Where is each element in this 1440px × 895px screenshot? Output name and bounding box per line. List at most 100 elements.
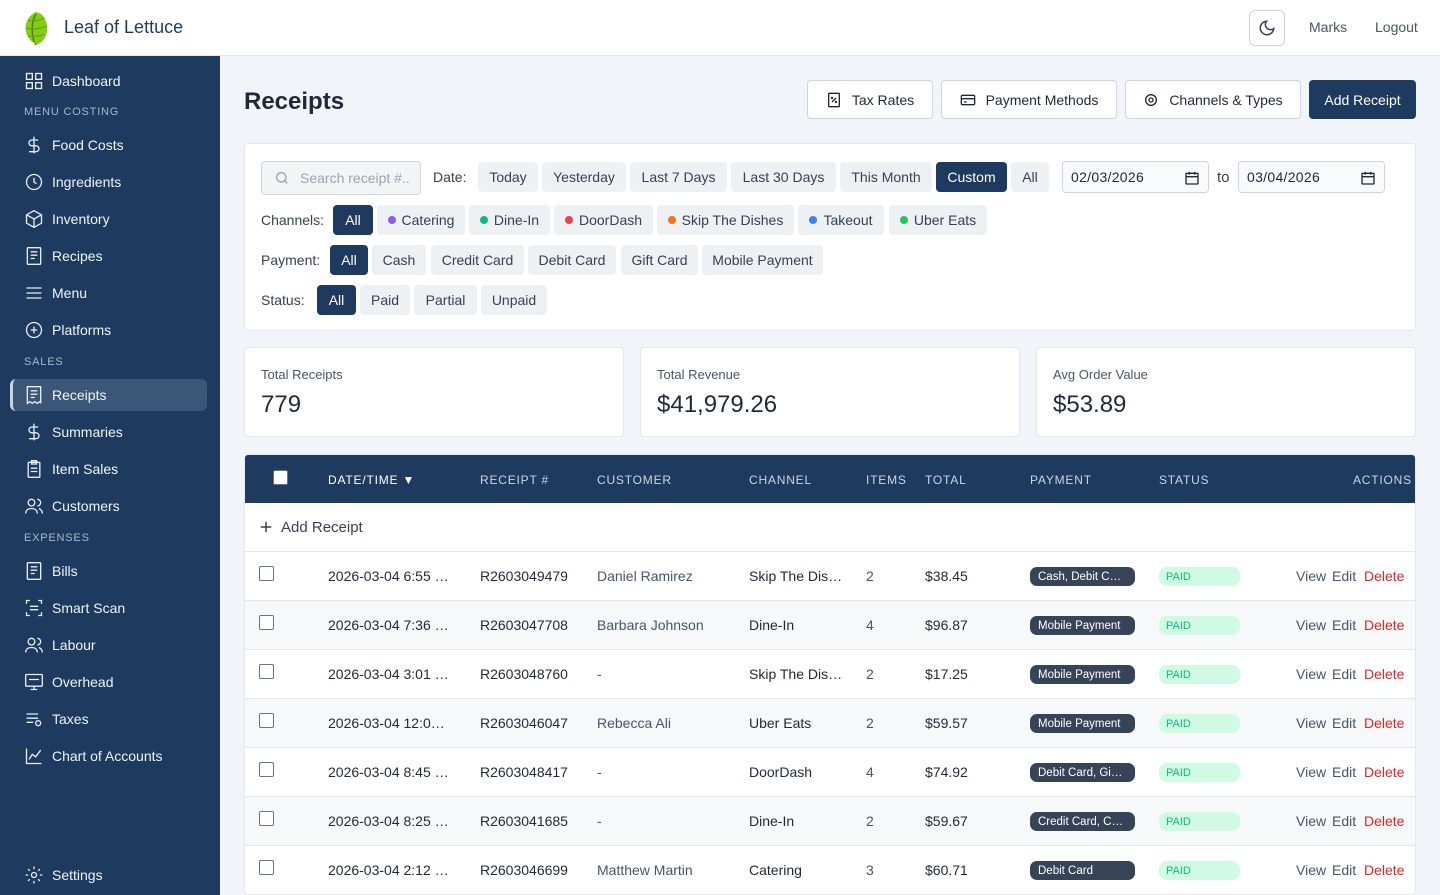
status-filter-unpaid[interactable]: Unpaid (481, 285, 547, 315)
row-checkbox[interactable] (259, 811, 274, 826)
sidebar-item-receipts[interactable]: Receipts (10, 379, 207, 411)
sidebar-item-bills[interactable]: Bills (10, 555, 207, 587)
view-link[interactable]: View (1296, 862, 1327, 878)
delete-link[interactable]: Delete (1364, 764, 1405, 780)
edit-link[interactable]: Edit (1332, 862, 1357, 878)
row-checkbox[interactable] (259, 615, 274, 630)
channel-filter-dine-in[interactable]: Dine-In (469, 205, 550, 235)
sidebar-item-dashboard[interactable]: Dashboard (10, 65, 207, 97)
sidebar-item-inventory[interactable]: Inventory (10, 203, 207, 235)
view-link[interactable]: View (1296, 715, 1327, 731)
channel-filter-uber-eats[interactable]: Uber Eats (889, 205, 987, 235)
sidebar-item-taxes[interactable]: Taxes (10, 703, 207, 735)
sidebar-item-chart-of-accounts[interactable]: Chart of Accounts (10, 740, 207, 772)
payment-filter-credit-card[interactable]: Credit Card (431, 245, 524, 275)
delete-link[interactable]: Delete (1364, 813, 1405, 829)
payment-filter-cash[interactable]: Cash (372, 245, 426, 275)
payment-filter-all[interactable]: All (330, 245, 368, 275)
row-checkbox[interactable] (259, 762, 274, 777)
select-all-checkbox[interactable] (273, 470, 288, 485)
channel-filter-takeout[interactable]: Takeout (798, 205, 884, 235)
delete-link[interactable]: Delete (1364, 715, 1405, 731)
channel-filter-doordash[interactable]: DoorDash (554, 205, 653, 235)
date-filter-this-month[interactable]: This Month (840, 162, 932, 192)
channels-types-button[interactable]: Channels & Types (1125, 80, 1301, 119)
sidebar-item-item-sales[interactable]: Item Sales (10, 453, 207, 485)
channel-filter-catering[interactable]: Catering (377, 205, 465, 235)
table-row[interactable]: 2026-03-04 8:45 … R2603048417 - DoorDash 4 $7… (245, 748, 1415, 797)
sidebar-item-smart-scan[interactable]: Smart Scan (10, 592, 207, 624)
view-link[interactable]: View (1296, 666, 1327, 682)
payment-filter-debit-card[interactable]: Debit Card (528, 245, 616, 275)
column-header-datetime[interactable]: DATE/TIME ▼ (328, 473, 416, 487)
delete-link[interactable]: Delete (1364, 862, 1405, 878)
table-row[interactable]: 2026-03-04 7:36 … R2603047708 Barbara John… (245, 601, 1415, 650)
payment-filter-mobile-payment[interactable]: Mobile Payment (702, 245, 823, 275)
table-row[interactable]: 2026-03-04 8:25 … R2603041685 - Dine-In 2 $59… (245, 797, 1415, 846)
sidebar-item-platforms[interactable]: Platforms (10, 314, 207, 346)
table-row[interactable]: 2026-03-04 3:01 … R2603048760 - Skip The Di… (245, 650, 1415, 699)
search-input[interactable]: Search receipt #... (261, 161, 421, 195)
view-link[interactable]: View (1296, 617, 1327, 633)
tax-rates-button[interactable]: Tax Rates (807, 80, 933, 119)
column-header-payment[interactable]: PAYMENT (1030, 473, 1092, 487)
delete-link[interactable]: Delete (1364, 666, 1405, 682)
edit-link[interactable]: Edit (1332, 568, 1357, 584)
table-row[interactable]: 2026-03-04 6:55 … R2603049479 Daniel Ramir… (245, 552, 1415, 601)
row-checkbox[interactable] (259, 860, 274, 875)
row-checkbox[interactable] (259, 713, 274, 728)
column-header-items[interactable]: ITEMS (866, 473, 907, 487)
sidebar-item-recipes[interactable]: Recipes (10, 240, 207, 272)
add-receipt-button[interactable]: Add Receipt (1309, 80, 1416, 119)
status-filter-paid[interactable]: Paid (360, 285, 410, 315)
sidebar-item-labour[interactable]: Labour (10, 629, 207, 661)
sidebar-item-menu[interactable]: Menu (10, 277, 207, 309)
payment-filter-gift-card[interactable]: Gift Card (621, 245, 698, 275)
table-row[interactable]: 2026-03-04 12:0… R2603046047 Rebecca Ali Ub… (245, 699, 1415, 748)
date-to-input[interactable]: 03/04/2026 (1238, 161, 1385, 193)
date-filter-yesterday[interactable]: Yesterday (542, 162, 626, 192)
date-from-input[interactable]: 02/03/2026 (1062, 161, 1209, 193)
sidebar-item-settings[interactable]: Settings (10, 859, 207, 891)
sidebar-item-summaries[interactable]: Summaries (10, 416, 207, 448)
column-header-channel[interactable]: CHANNEL (749, 473, 812, 487)
row-checkbox[interactable] (259, 664, 274, 679)
delete-link[interactable]: Delete (1364, 617, 1405, 633)
sidebar-item-ingredients[interactable]: Ingredients (10, 166, 207, 198)
date-filter-today[interactable]: Today (478, 162, 538, 192)
column-header-total[interactable]: TOTAL (925, 473, 967, 487)
channel-filter-skip-the-dishes[interactable]: Skip The Dishes (657, 205, 794, 235)
column-header-customer[interactable]: CUSTOMER (597, 473, 672, 487)
payment-badge: Credit Card, C… (1030, 812, 1135, 831)
date-filter-custom[interactable]: Custom (936, 162, 1007, 192)
add-receipt-row[interactable]: Add Receipt (245, 503, 1415, 552)
sidebar-item-customers[interactable]: Customers (10, 490, 207, 522)
edit-link[interactable]: Edit (1332, 764, 1357, 780)
sidebar-item-food-costs[interactable]: Food Costs (10, 129, 207, 161)
status-filter-all[interactable]: All (317, 285, 356, 315)
theme-toggle-button[interactable] (1249, 10, 1285, 46)
date-filter-all[interactable]: All (1011, 162, 1049, 192)
date-filter-last-30-days[interactable]: Last 30 Days (731, 162, 836, 192)
logout-link[interactable]: Logout (1375, 19, 1418, 35)
brand-name[interactable]: Leaf of Lettuce (64, 17, 184, 37)
channel-filter-all[interactable]: All (333, 205, 373, 235)
view-link[interactable]: View (1296, 764, 1327, 780)
edit-link[interactable]: Edit (1332, 666, 1357, 682)
view-link[interactable]: View (1296, 813, 1327, 829)
row-checkbox[interactable] (259, 566, 274, 581)
view-link[interactable]: View (1296, 568, 1327, 584)
channel-label: Uber Eats (913, 212, 977, 228)
user-menu-link[interactable]: Marks (1309, 19, 1348, 35)
sidebar-item-overhead[interactable]: Overhead (10, 666, 207, 698)
column-header-status[interactable]: STATUS (1159, 473, 1210, 487)
date-filter-last-7-days[interactable]: Last 7 Days (630, 162, 727, 192)
status-filter-partial[interactable]: Partial (414, 285, 477, 315)
edit-link[interactable]: Edit (1332, 617, 1357, 633)
delete-link[interactable]: Delete (1364, 568, 1405, 584)
edit-link[interactable]: Edit (1332, 715, 1357, 731)
edit-link[interactable]: Edit (1332, 813, 1357, 829)
table-row[interactable]: 2026-03-04 2:12 … R2603046699 Matthew Mart… (245, 846, 1415, 894)
column-header-receipt[interactable]: RECEIPT # (480, 473, 549, 487)
payment-methods-button[interactable]: Payment Methods (941, 80, 1117, 119)
